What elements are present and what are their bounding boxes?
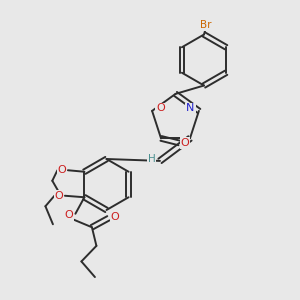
Text: Br: Br: [200, 20, 211, 31]
Text: N: N: [186, 103, 195, 113]
Text: O: O: [55, 191, 63, 201]
Text: O: O: [58, 165, 66, 175]
Text: O: O: [156, 103, 165, 113]
Text: O: O: [181, 138, 189, 148]
Text: H: H: [148, 154, 155, 164]
Text: O: O: [111, 212, 119, 222]
Text: O: O: [64, 210, 73, 220]
